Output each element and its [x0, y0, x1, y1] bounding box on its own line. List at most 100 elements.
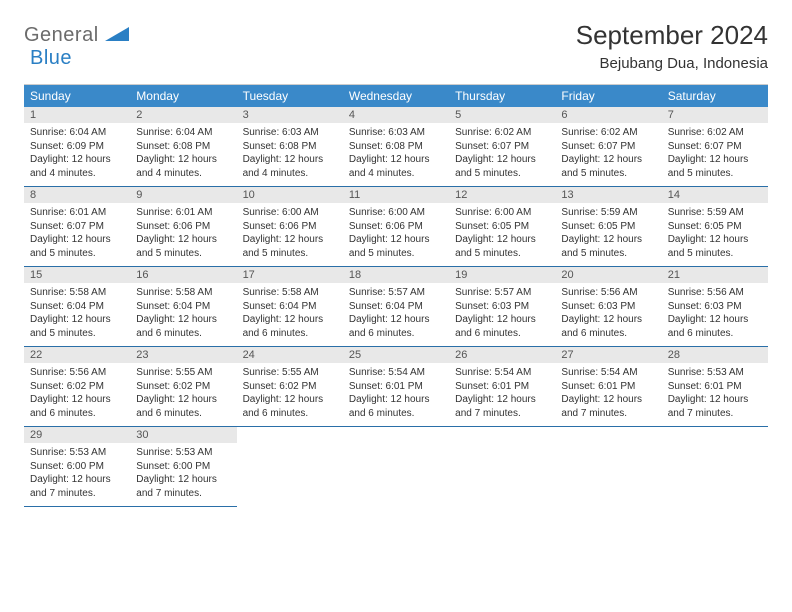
day-number: 6	[555, 107, 661, 123]
sunrise-text: Sunrise: 5:56 AM	[24, 366, 130, 380]
day-number: 13	[555, 187, 661, 203]
day-number: 2	[130, 107, 236, 123]
sunset-text: Sunset: 6:02 PM	[130, 380, 236, 394]
day-number: 14	[662, 187, 768, 203]
logo-text-blue: Blue	[30, 47, 72, 69]
day-header: Monday	[130, 85, 236, 107]
day-number: 17	[237, 267, 343, 283]
calendar-cell: 27Sunrise: 5:54 AMSunset: 6:01 PMDayligh…	[555, 347, 661, 427]
sunrise-text: Sunrise: 5:59 AM	[662, 206, 768, 220]
day-header: Wednesday	[343, 85, 449, 107]
sunset-text: Sunset: 6:04 PM	[343, 300, 449, 314]
daylight-text: Daylight: 12 hours and 5 minutes.	[343, 233, 449, 260]
daylight-text: Daylight: 12 hours and 6 minutes.	[24, 393, 130, 420]
sunset-text: Sunset: 6:04 PM	[237, 300, 343, 314]
calendar-cell: 5Sunrise: 6:02 AMSunset: 6:07 PMDaylight…	[449, 107, 555, 187]
daylight-text: Daylight: 12 hours and 6 minutes.	[449, 313, 555, 340]
day-number: 18	[343, 267, 449, 283]
sunset-text: Sunset: 6:08 PM	[130, 140, 236, 154]
calendar-cell: 14 Sunrise: 5:59 AMSunset: 6:05 PMDayligh…	[662, 187, 768, 267]
day-number: 10	[237, 187, 343, 203]
day-number: 9	[130, 187, 236, 203]
sunrise-text: Sunrise: 5:57 AM	[343, 286, 449, 300]
calendar-cell: 6Sunrise: 6:02 AMSunset: 6:07 PMDaylight…	[555, 107, 661, 187]
day-header: Saturday	[662, 85, 768, 107]
sunrise-text: Sunrise: 6:01 AM	[24, 206, 130, 220]
calendar-cell: 17Sunrise: 5:58 AMSunset: 6:04 PMDayligh…	[237, 267, 343, 347]
calendar-cell: 21Sunrise: 5:56 AMSunset: 6:03 PMDayligh…	[662, 267, 768, 347]
sunset-text: Sunset: 6:02 PM	[24, 380, 130, 394]
day-number: 4	[343, 107, 449, 123]
sunrise-text: Sunrise: 5:59 AM	[555, 206, 661, 220]
calendar-cell: 23Sunrise: 5:55 AMSunset: 6:02 PMDayligh…	[130, 347, 236, 427]
sunrise-text: Sunrise: 6:04 AM	[130, 126, 236, 140]
sunrise-text: Sunrise: 6:00 AM	[449, 206, 555, 220]
sunrise-text: Sunrise: 5:53 AM	[24, 446, 130, 460]
sunrise-text: Sunrise: 5:58 AM	[24, 286, 130, 300]
day-number: 5	[449, 107, 555, 123]
sunrise-text: Sunrise: 5:54 AM	[449, 366, 555, 380]
sunset-text: Sunset: 6:09 PM	[24, 140, 130, 154]
day-number: 22	[24, 347, 130, 363]
sunrise-text: Sunrise: 5:58 AM	[237, 286, 343, 300]
month-title: September 2024	[576, 20, 768, 51]
calendar-cell: 11Sunrise: 6:00 AMSunset: 6:06 PMDayligh…	[343, 187, 449, 267]
sunset-text: Sunset: 6:06 PM	[343, 220, 449, 234]
calendar-cell: 1Sunrise: 6:04 AMSunset: 6:09 PMDaylight…	[24, 107, 130, 187]
daylight-text: Daylight: 12 hours and 6 minutes.	[343, 313, 449, 340]
calendar-cell: 8Sunrise: 6:01 AMSunset: 6:07 PMDaylight…	[24, 187, 130, 267]
calendar-cell: 9Sunrise: 6:01 AMSunset: 6:06 PMDaylight…	[130, 187, 236, 267]
calendar-grid: SundayMondayTuesdayWednesdayThursdayFrid…	[24, 84, 768, 507]
sunrise-text: Sunrise: 6:04 AM	[24, 126, 130, 140]
sunset-text: Sunset: 6:07 PM	[662, 140, 768, 154]
calendar-cell: 29Sunrise: 5:53 AMSunset: 6:00 PMDayligh…	[24, 427, 130, 507]
sunset-text: Sunset: 6:03 PM	[662, 300, 768, 314]
day-number: 30	[130, 427, 236, 443]
daylight-text: Daylight: 12 hours and 5 minutes.	[662, 233, 768, 260]
sunset-text: Sunset: 6:07 PM	[449, 140, 555, 154]
sunset-text: Sunset: 6:05 PM	[555, 220, 661, 234]
sunrise-text: Sunrise: 6:02 AM	[555, 126, 661, 140]
sunset-text: Sunset: 6:08 PM	[343, 140, 449, 154]
sunrise-text: Sunrise: 5:55 AM	[237, 366, 343, 380]
daylight-text: Daylight: 12 hours and 6 minutes.	[662, 313, 768, 340]
sunrise-text: Sunrise: 5:58 AM	[130, 286, 236, 300]
sunset-text: Sunset: 6:01 PM	[662, 380, 768, 394]
daylight-text: Daylight: 12 hours and 5 minutes.	[662, 153, 768, 180]
daylight-text: Daylight: 12 hours and 5 minutes.	[24, 313, 130, 340]
logo: General Blue	[24, 24, 129, 70]
daylight-text: Daylight: 12 hours and 6 minutes.	[130, 313, 236, 340]
calendar-cell: 2Sunrise: 6:04 AMSunset: 6:08 PMDaylight…	[130, 107, 236, 187]
calendar-cell	[237, 427, 343, 507]
day-number: 21	[662, 267, 768, 283]
calendar-cell: 15Sunrise: 5:58 AMSunset: 6:04 PMDayligh…	[24, 267, 130, 347]
daylight-text: Daylight: 12 hours and 6 minutes.	[555, 313, 661, 340]
daylight-text: Daylight: 12 hours and 7 minutes.	[555, 393, 661, 420]
calendar-cell	[449, 427, 555, 507]
sunrise-text: Sunrise: 6:02 AM	[662, 126, 768, 140]
sunset-text: Sunset: 6:05 PM	[662, 220, 768, 234]
calendar-cell: 13 Sunrise: 5:59 AMSunset: 6:05 PMDayligh…	[555, 187, 661, 267]
sunrise-text: Sunrise: 5:54 AM	[555, 366, 661, 380]
daylight-text: Daylight: 12 hours and 7 minutes.	[662, 393, 768, 420]
daylight-text: Daylight: 12 hours and 7 minutes.	[449, 393, 555, 420]
sunrise-text: Sunrise: 6:00 AM	[343, 206, 449, 220]
sunrise-text: Sunrise: 6:02 AM	[449, 126, 555, 140]
calendar-cell: 12Sunrise: 6:00 AMSunset: 6:05 PMDayligh…	[449, 187, 555, 267]
sunrise-text: Sunrise: 6:01 AM	[130, 206, 236, 220]
sunset-text: Sunset: 6:01 PM	[555, 380, 661, 394]
day-number: 26	[449, 347, 555, 363]
daylight-text: Daylight: 12 hours and 6 minutes.	[237, 393, 343, 420]
calendar-cell: 20Sunrise: 5:56 AMSunset: 6:03 PMDayligh…	[555, 267, 661, 347]
daylight-text: Daylight: 12 hours and 5 minutes.	[24, 233, 130, 260]
sunrise-text: Sunrise: 5:53 AM	[662, 366, 768, 380]
day-number: 29	[24, 427, 130, 443]
daylight-text: Daylight: 12 hours and 5 minutes.	[555, 233, 661, 260]
calendar-cell: 30Sunrise: 5:53 AMSunset: 6:00 PMDayligh…	[130, 427, 236, 507]
daylight-text: Daylight: 12 hours and 5 minutes.	[237, 233, 343, 260]
day-number: 12	[449, 187, 555, 203]
calendar-cell	[343, 427, 449, 507]
calendar-cell: 18 Sunrise: 5:57 AMSunset: 6:04 PMDayligh…	[343, 267, 449, 347]
sunset-text: Sunset: 6:08 PM	[237, 140, 343, 154]
day-header: Tuesday	[237, 85, 343, 107]
